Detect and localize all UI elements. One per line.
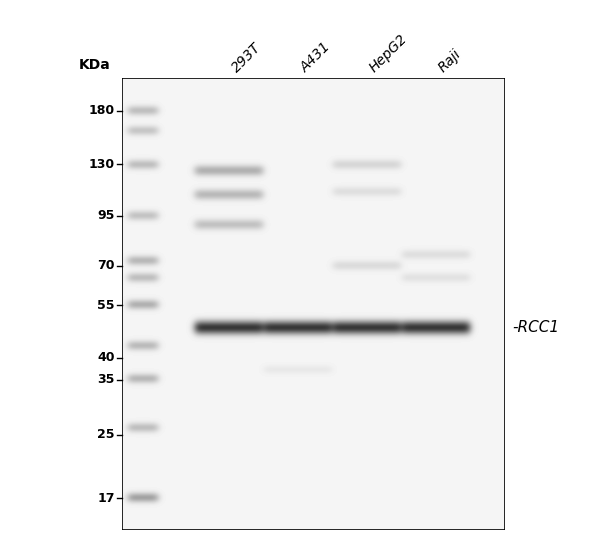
Text: 130: 130 [89,158,115,171]
Text: -RCC1: -RCC1 [512,320,559,335]
Text: 180: 180 [89,104,115,117]
Text: 95: 95 [97,209,115,222]
Text: A431: A431 [298,40,334,75]
Text: 25: 25 [97,429,115,441]
Text: 35: 35 [97,373,115,386]
Text: 55: 55 [97,299,115,312]
Text: 293T: 293T [229,41,264,75]
Text: HepG2: HepG2 [367,32,410,75]
Text: KDa: KDa [78,59,110,73]
Text: 40: 40 [97,351,115,364]
Text: 70: 70 [97,259,115,272]
Text: 17: 17 [97,492,115,504]
Text: Raji: Raji [436,47,464,75]
